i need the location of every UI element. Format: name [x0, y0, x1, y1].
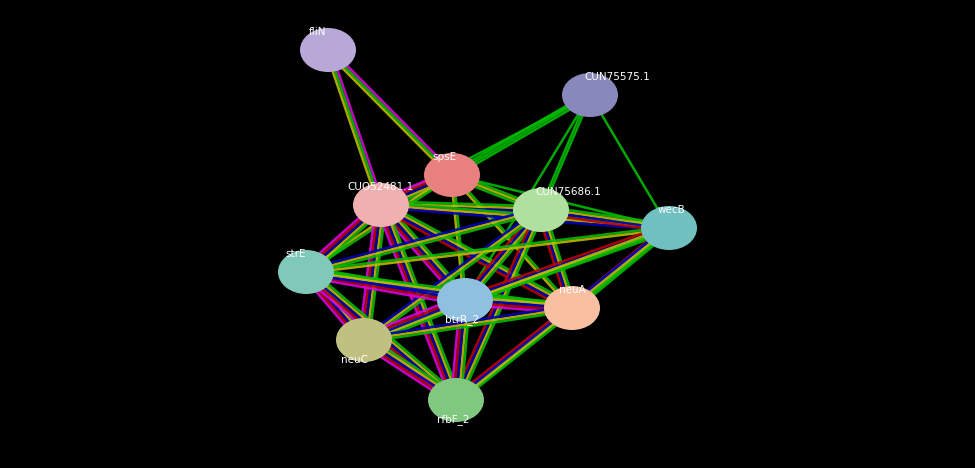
- Ellipse shape: [562, 73, 618, 117]
- Ellipse shape: [278, 250, 334, 294]
- Ellipse shape: [428, 378, 484, 422]
- Ellipse shape: [424, 153, 480, 197]
- Text: CUN75686.1: CUN75686.1: [535, 187, 601, 197]
- Ellipse shape: [353, 183, 409, 227]
- Ellipse shape: [641, 206, 697, 250]
- Ellipse shape: [437, 278, 493, 322]
- Text: CUN75575.1: CUN75575.1: [584, 72, 650, 82]
- Ellipse shape: [513, 188, 569, 232]
- Text: strE: strE: [286, 249, 306, 259]
- Ellipse shape: [300, 28, 356, 72]
- Text: neuA: neuA: [559, 285, 585, 295]
- Text: neuC: neuC: [340, 355, 368, 365]
- Text: CUO52481.1: CUO52481.1: [348, 182, 414, 192]
- Text: fliN: fliN: [309, 27, 327, 37]
- Text: rfbF_2: rfbF_2: [437, 415, 469, 425]
- Text: btrR_2: btrR_2: [445, 314, 479, 325]
- Ellipse shape: [336, 318, 392, 362]
- Text: spsE: spsE: [432, 152, 456, 162]
- Text: wecB: wecB: [657, 205, 684, 215]
- Ellipse shape: [544, 286, 600, 330]
